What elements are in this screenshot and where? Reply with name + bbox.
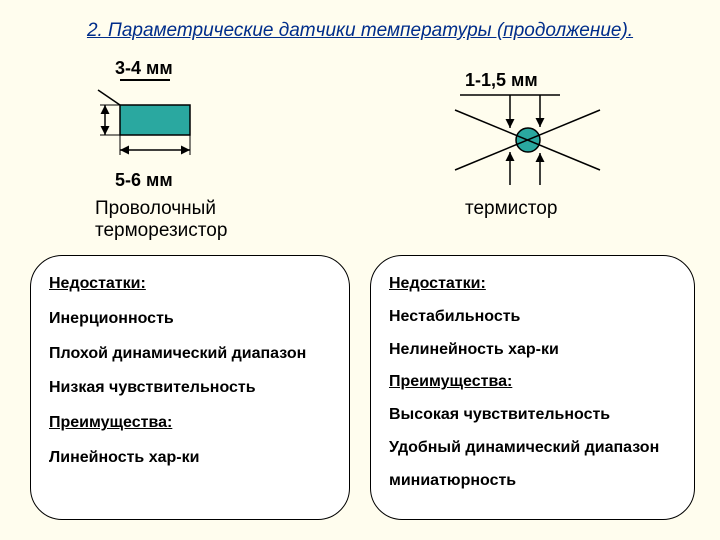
right-dim-top: 1-1,5 мм: [465, 70, 538, 91]
left-h2: Преимущества:: [49, 411, 331, 436]
right-i2-1: Удобный динамический диапазон: [389, 436, 676, 461]
right-i1-0: Нестабильность: [389, 305, 676, 330]
left-dim-top: 3-4 мм: [115, 58, 173, 79]
page-title: 2. Параметрические датчики температуры (…: [0, 20, 720, 42]
right-h1: Недостатки:: [389, 272, 676, 297]
left-panel: Недостатки: Инерционность Плохой динамич…: [30, 255, 350, 520]
left-sensor-name: Проволочный терморезистор: [95, 198, 227, 242]
left-dim-bottom: 5-6 мм: [115, 170, 173, 191]
right-i2-2: миниатюрность: [389, 469, 676, 494]
right-sensor-name: термистор: [465, 198, 557, 220]
left-i1-2: Низкая чувствительность: [49, 376, 331, 401]
left-i2-0: Линейность хар-ки: [49, 446, 331, 471]
left-i1-0: Инерционность: [49, 307, 331, 332]
right-i2-0: Высокая чувствительность: [389, 403, 676, 428]
right-i1-1: Нелинейность хар-ки: [389, 338, 676, 363]
right-panel: Недостатки: Нестабильность Нелинейность …: [370, 255, 695, 520]
left-i1-1: Плохой динамический диапазон: [49, 342, 331, 367]
right-h2: Преимущества:: [389, 370, 676, 395]
left-h1: Недостатки:: [49, 272, 331, 297]
